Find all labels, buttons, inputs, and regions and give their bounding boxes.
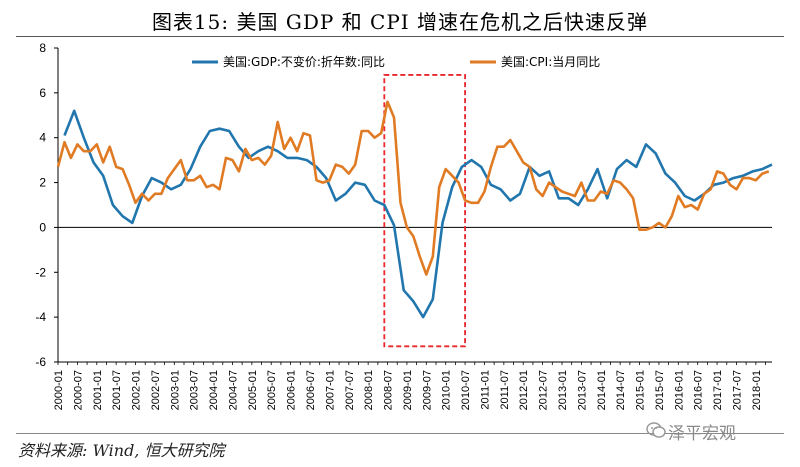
- x-tick-label: 2005-07: [266, 370, 278, 410]
- x-tick-label: 2015-01: [635, 370, 647, 410]
- x-tick-label: 2003-07: [189, 370, 201, 410]
- y-axis-ticks: -6 -4 -2 0 2 4 6 8: [35, 41, 59, 369]
- x-tick-label: 2010-01: [441, 370, 453, 410]
- series-line-cpi: [56, 100, 770, 276]
- x-tick-label: 2010-07: [460, 370, 472, 410]
- x-tick-label: 2008-01: [363, 370, 375, 410]
- x-tick-label: 2011-01: [479, 370, 491, 410]
- y-tick-label: 0: [39, 220, 46, 234]
- x-tick-label: 2002-01: [131, 370, 143, 410]
- x-axis: 2000-01 2000-07 2001-01 2001-07 2002-01 2002-…: [53, 226, 772, 410]
- chart-canvas: -6 -4 -2 0 2 4 6 8 2000-01 2000-07 2001-01 2001-07…: [35, 41, 773, 410]
- x-tick-label: 2014-01: [596, 370, 608, 410]
- x-tick-label: 2006-01: [286, 370, 298, 410]
- source-note: 资料来源: Wind, 恒大研究院: [18, 441, 225, 460]
- x-tick-label: 2006-07: [305, 370, 317, 410]
- highlight-box-group: [383, 74, 466, 348]
- legend-label: 美国:CPI:当月同比: [501, 55, 600, 69]
- y-tick-label: 4: [39, 131, 46, 145]
- x-tick-label: 2003-01: [169, 370, 181, 410]
- x-tick-label: 2001-07: [111, 370, 123, 410]
- y-tick-label: -6: [35, 355, 46, 369]
- wechat-icon: [646, 422, 666, 438]
- x-tick-label: 2007-07: [344, 370, 356, 410]
- x-tick-label: 2013-07: [576, 370, 588, 410]
- series-lines: [56, 100, 773, 319]
- y-tick-label: 6: [39, 86, 46, 100]
- x-tick-label: 2002-07: [150, 370, 162, 410]
- x-tick-label: 2000-01: [53, 370, 65, 410]
- x-tick-label: 2018-01: [751, 370, 763, 410]
- x-tick-label: 2008-07: [383, 370, 395, 410]
- x-tick-label: 2017-01: [712, 370, 724, 410]
- x-tick-label: 2014-07: [615, 370, 627, 410]
- x-tick-label: 2000-07: [72, 370, 84, 410]
- y-tick-label: 2: [39, 176, 46, 190]
- x-tick-label: 2016-01: [673, 370, 685, 410]
- legend: 美国:GDP:不变价:折年数:同比 美国:CPI:当月同比: [192, 54, 600, 69]
- chart-title: 图表15: 美国 GDP 和 CPI 增速在危机之后快速反弹: [151, 10, 649, 34]
- x-tick-label: 2001-01: [92, 370, 104, 410]
- x-tick-label: 2015-07: [654, 370, 666, 410]
- x-tick-label: 2007-01: [324, 370, 336, 410]
- x-tick-label: 2012-07: [538, 370, 550, 410]
- x-tick-label: 2009-01: [402, 370, 414, 410]
- y-tick-label: 8: [39, 41, 46, 55]
- x-tick-label: 2005-01: [247, 370, 259, 410]
- x-tick-label: 2004-01: [208, 370, 220, 410]
- y-tick-label: -2: [35, 265, 46, 279]
- y-tick-label: -4: [35, 310, 46, 324]
- legend-label: 美国:GDP:不变价:折年数:同比: [223, 54, 385, 69]
- x-tick-label: 2011-07: [499, 370, 511, 410]
- crisis-highlight-box: [383, 74, 466, 348]
- title-divider: [16, 36, 784, 37]
- x-tick-label: 2009-07: [421, 370, 433, 410]
- x-tick-label: 2013-01: [557, 370, 569, 410]
- footer-divider: [16, 433, 784, 434]
- x-tick-label: 2016-07: [693, 370, 705, 410]
- x-tick-label: 2012-01: [518, 370, 530, 410]
- watermark: 泽平宏观: [668, 424, 736, 444]
- x-tick-label: 2017-07: [731, 370, 743, 410]
- x-tick-label: 2004-07: [227, 370, 239, 410]
- series-line-gdp: [63, 109, 773, 319]
